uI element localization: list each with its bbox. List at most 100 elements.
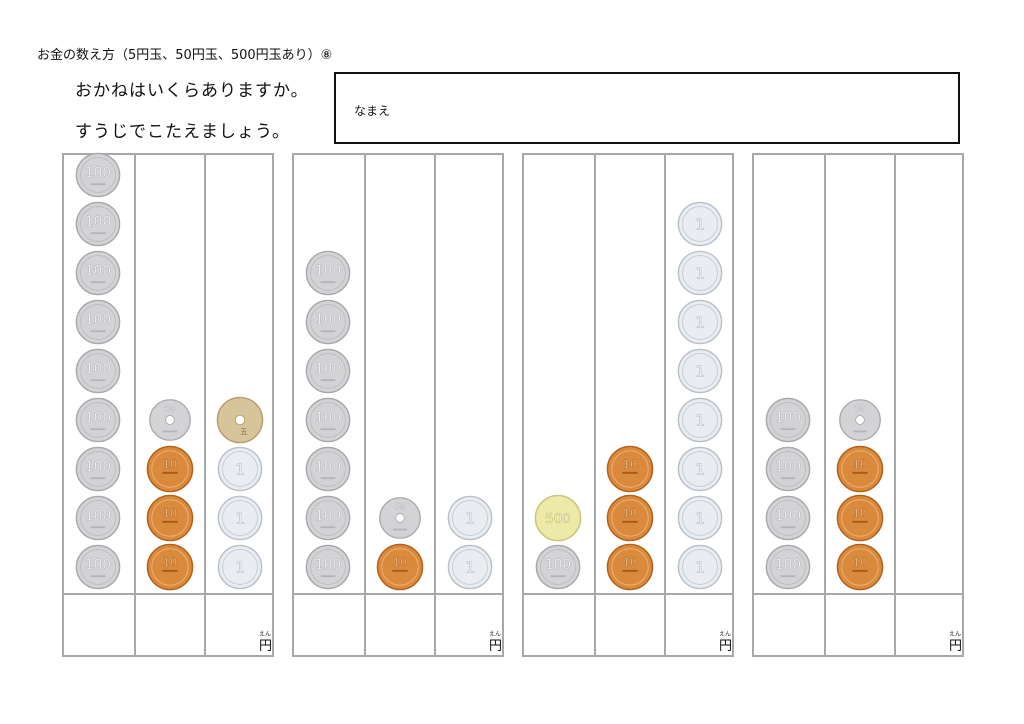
svg-text:1: 1 <box>465 511 474 528</box>
coin-100-yen: 100 <box>305 299 351 345</box>
coin-100-yen: 100 <box>75 299 121 345</box>
coin-10-yen: 10 <box>606 543 654 591</box>
svg-text:50: 50 <box>165 404 175 413</box>
coin-10-yen: 10 <box>146 494 194 542</box>
answer-cell[interactable]: えん円 <box>204 595 276 657</box>
svg-text:100: 100 <box>85 410 111 426</box>
coin-100-yen: 100 <box>305 446 351 492</box>
coin-column: 1 1 <box>434 155 506 593</box>
svg-text:100: 100 <box>85 165 111 181</box>
svg-text:500: 500 <box>545 512 571 527</box>
coin-10-yen: 10 <box>836 494 884 542</box>
name-label: なまえ <box>354 104 391 118</box>
coin-10-yen: 10 <box>836 445 884 493</box>
svg-text:10: 10 <box>163 555 178 569</box>
coin-column: 10 10 10 50 <box>824 155 896 593</box>
coin-1-yen: 1 <box>217 495 263 541</box>
answer-cell[interactable]: えん円 <box>434 595 506 657</box>
svg-text:10: 10 <box>623 506 638 520</box>
answer-row[interactable]: えん円 <box>64 593 272 657</box>
svg-text:100: 100 <box>85 312 111 328</box>
coin-100-yen: 100 <box>765 397 811 443</box>
answer-cell[interactable] <box>594 595 666 657</box>
svg-text:1: 1 <box>695 315 704 332</box>
coin-500-yen: 500 <box>534 494 582 542</box>
answer-cell[interactable]: えん円 <box>894 595 966 657</box>
answer-cell[interactable] <box>524 595 594 657</box>
answer-cell[interactable] <box>294 595 364 657</box>
coin-1-yen: 1 <box>677 201 723 247</box>
instruction-line-2: すうじでこたえましょう。 <box>75 122 290 142</box>
svg-text:1: 1 <box>235 462 244 479</box>
coin-100-yen: 100 <box>75 544 121 590</box>
svg-text:100: 100 <box>85 263 111 279</box>
svg-text:10: 10 <box>853 506 868 520</box>
coin-100-yen: 100 <box>75 348 121 394</box>
svg-text:1: 1 <box>695 560 704 577</box>
svg-text:100: 100 <box>315 557 341 573</box>
coin-5-yen: 五 <box>216 396 264 444</box>
coin-column: 1 1 1 1 1 1 1 1 <box>664 155 736 593</box>
answer-row[interactable]: えん円 <box>754 593 962 657</box>
answer-row[interactable]: えん円 <box>294 593 502 657</box>
name-box[interactable]: なまえ <box>334 72 960 144</box>
yen-unit: 円 <box>488 639 502 654</box>
coin-50-yen: 50 <box>838 398 882 442</box>
coin-100-yen: 100 <box>765 495 811 541</box>
svg-text:1: 1 <box>695 266 704 283</box>
worksheet-title: お金の数え方（5円玉、50円玉、500円玉あり）⑧ <box>37 48 333 63</box>
coin-1-yen: 1 <box>677 446 723 492</box>
coin-100-yen: 100 <box>305 495 351 541</box>
svg-text:1: 1 <box>465 560 474 577</box>
coin-1-yen: 1 <box>677 348 723 394</box>
coin-100-yen: 100 <box>765 446 811 492</box>
svg-text:1: 1 <box>695 364 704 381</box>
svg-text:100: 100 <box>85 508 111 524</box>
svg-text:100: 100 <box>775 508 801 524</box>
yen-ruby: えん <box>488 631 501 638</box>
yen-ruby: えん <box>948 631 961 638</box>
answer-cell[interactable] <box>754 595 824 657</box>
svg-text:五: 五 <box>240 427 248 436</box>
answer-cell[interactable]: えん円 <box>664 595 736 657</box>
coin-10-yen: 10 <box>146 543 194 591</box>
coin-100-yen: 100 <box>75 495 121 541</box>
svg-text:50: 50 <box>395 502 405 511</box>
coin-100-yen: 100 <box>305 250 351 296</box>
svg-text:100: 100 <box>85 214 111 230</box>
answer-cell[interactable] <box>824 595 896 657</box>
svg-text:100: 100 <box>775 557 801 573</box>
yen-unit: 円 <box>718 639 732 654</box>
svg-text:10: 10 <box>393 555 408 569</box>
svg-text:50: 50 <box>855 404 865 413</box>
svg-text:1: 1 <box>695 462 704 479</box>
problem-1: 100 100 100 100 100 100 100 100 100 <box>62 152 274 657</box>
coin-1-yen: 1 <box>447 544 493 590</box>
coin-column: 10 10 10 <box>594 155 666 593</box>
yen-unit: 円 <box>258 639 272 654</box>
svg-text:100: 100 <box>775 410 801 426</box>
coin-100-yen: 100 <box>75 201 121 247</box>
coin-100-yen: 100 <box>765 544 811 590</box>
answer-cell[interactable] <box>134 595 206 657</box>
problem-3: 100 500 10 10 10 1 1 1 1 1 1 1 1 えん円 <box>522 153 734 657</box>
svg-text:1: 1 <box>695 511 704 528</box>
coin-100-yen: 100 <box>75 250 121 296</box>
coin-1-yen: 1 <box>217 446 263 492</box>
coin-column: 100 100 100 100 100 100 100 100 100 <box>64 152 134 593</box>
svg-text:1: 1 <box>695 217 704 234</box>
problem-2: 100 100 100 100 100 100 100 10 50 <box>292 153 504 657</box>
problem-4: 100 100 100 100 10 10 10 50 えん円 <box>752 153 964 657</box>
coin-1-yen: 1 <box>677 299 723 345</box>
svg-text:100: 100 <box>775 459 801 475</box>
coin-100-yen: 100 <box>305 397 351 443</box>
svg-text:100: 100 <box>85 361 111 377</box>
coin-10-yen: 10 <box>606 445 654 493</box>
answer-row[interactable]: えん円 <box>524 593 732 657</box>
svg-text:100: 100 <box>315 508 341 524</box>
answer-cell[interactable] <box>64 595 134 657</box>
coin-1-yen: 1 <box>217 544 263 590</box>
coin-1-yen: 1 <box>677 250 723 296</box>
coin-column: 10 10 10 50 <box>134 155 206 593</box>
answer-cell[interactable] <box>364 595 436 657</box>
